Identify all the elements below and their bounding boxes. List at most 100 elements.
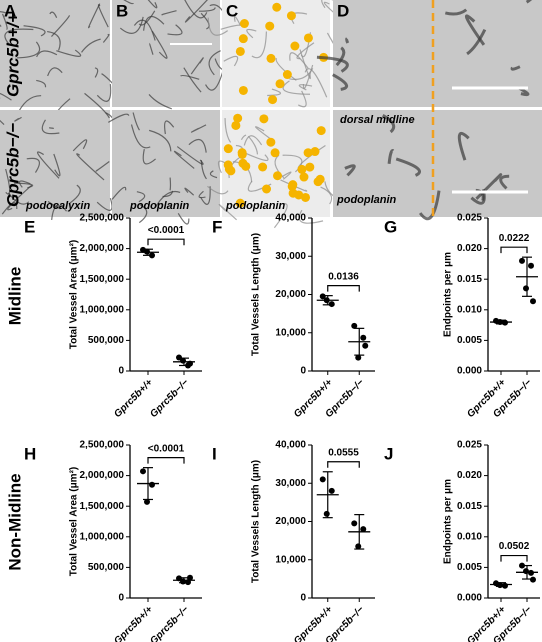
endpoint-dot (275, 79, 285, 89)
data-point (328, 487, 335, 494)
vessel (49, 11, 58, 18)
endpoint-dot (315, 174, 325, 184)
vessel (298, 84, 313, 91)
vessel (97, 4, 109, 28)
data-point (530, 298, 536, 305)
vessel (47, 30, 61, 51)
endpoint-dot (238, 85, 248, 95)
y-axis-label: Total Vessels Length (μm) (251, 460, 262, 583)
p-value: 0.0136 (328, 271, 359, 282)
p-value: <0.0001 (148, 443, 185, 454)
data-point (351, 520, 358, 527)
row-label: Gprc5b+/+ (3, 13, 22, 97)
significance-bracket (500, 554, 528, 562)
vessel (142, 149, 156, 165)
vessel (130, 124, 151, 149)
vessel (184, 0, 208, 19)
endpoint-dot (294, 190, 304, 200)
endpoint-dot (297, 164, 307, 174)
vessel (525, 0, 533, 4)
vessel (223, 55, 239, 67)
endpoint-dot (266, 53, 276, 63)
vessel (16, 41, 41, 59)
endpoint-dot (273, 171, 283, 181)
vessel (7, 184, 33, 211)
vessel (205, 68, 225, 91)
y-tick-label: 0.025 (457, 440, 482, 451)
vessel (335, 46, 346, 67)
vessel (444, 8, 468, 16)
endpoint-dot (258, 162, 268, 172)
panel-letter: J (384, 444, 393, 463)
data-point (319, 293, 326, 300)
vessel (96, 84, 112, 102)
vessel (247, 135, 259, 155)
y-tick-label: 40,000 (275, 213, 306, 224)
y-tick-label: 30,000 (275, 478, 306, 489)
vessel (200, 186, 211, 205)
vessel (4, 28, 34, 44)
y-axis-label: Total Vessels Length (μm) (251, 233, 262, 356)
endpoint-dot (286, 11, 296, 21)
vessel (167, 24, 183, 36)
y-axis-label: Total Vessel Area (μm²) (69, 467, 80, 577)
endpoint-dot (301, 192, 311, 202)
endpoint-dot (262, 184, 272, 194)
panel-letter: A (4, 1, 16, 20)
vessel (69, 184, 81, 204)
endpoint-dot (265, 21, 275, 31)
vessel (138, 203, 148, 224)
y-tick-label: 0.010 (457, 304, 482, 315)
data-point (362, 342, 369, 349)
y-tick-label: 1,000,000 (80, 304, 125, 315)
vessel (180, 74, 200, 80)
significance-bracket (327, 285, 360, 292)
endpoint-dot (268, 95, 278, 105)
y-tick-label: 1,500,000 (80, 501, 125, 512)
data-point (351, 322, 358, 329)
endpoint-dot (259, 114, 269, 124)
endpoint-dot (299, 172, 309, 182)
endpoint-dot (238, 34, 248, 44)
vessel (26, 157, 41, 173)
endpoint-dot (226, 166, 236, 176)
vessel (316, 55, 349, 73)
micrograph (0, 110, 110, 217)
vessel (7, 192, 30, 205)
vessel (242, 151, 269, 161)
y-tick-label: 0 (118, 366, 124, 377)
y-tick-label: 0.020 (457, 470, 482, 481)
endpoint-dot (241, 161, 251, 171)
panel-letter: C (226, 1, 238, 20)
vessel (200, 160, 207, 180)
vessel (224, 118, 232, 143)
x-tick-label: Gprc5b−/− (148, 604, 191, 642)
vessel (148, 129, 172, 152)
vessel (243, 135, 263, 146)
y-tick-label: 20,000 (275, 516, 306, 527)
endpoint-dot (282, 70, 292, 80)
panel-letter: G (384, 217, 397, 236)
micrograph (333, 0, 542, 107)
vessel (499, 174, 510, 190)
stain-label: podoplanin (129, 200, 190, 212)
endpoint-dot (233, 113, 243, 123)
vessel (23, 25, 46, 37)
endpoint-dot (272, 2, 282, 12)
data-point (180, 578, 186, 585)
vessel (418, 190, 441, 221)
vessel (102, 33, 110, 43)
y-tick-label: 30,000 (275, 251, 306, 262)
vessel (198, 7, 216, 12)
endpoint-dot (316, 126, 326, 136)
vessel (332, 73, 349, 91)
endpoint-dot (287, 182, 297, 192)
data-point (530, 576, 536, 583)
data-point (360, 526, 367, 533)
y-tick-label: 10,000 (275, 327, 306, 338)
vessel (41, 119, 60, 135)
y-axis-label: Total Vessel Area (μm²) (69, 240, 80, 350)
vessel (233, 16, 242, 26)
data-point (523, 285, 529, 292)
data-point (360, 334, 367, 341)
